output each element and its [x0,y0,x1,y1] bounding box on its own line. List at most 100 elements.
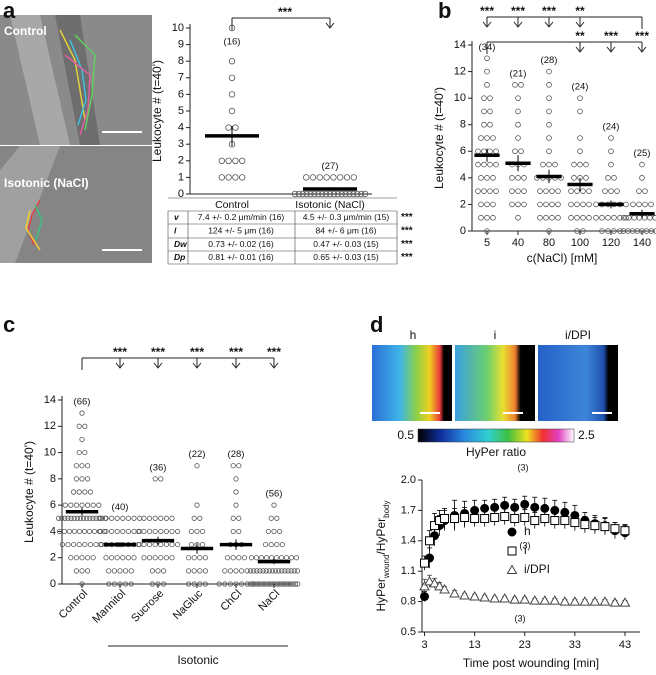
table-cell: 0.47 +/- 0.03 (15) [313,239,379,249]
data-point [490,135,496,141]
data-point [490,214,496,221]
data-point [487,161,493,168]
data-point [265,581,271,587]
data-point [274,541,280,548]
y-tick-label: 8 [50,473,56,485]
data-point [252,581,258,587]
marker [579,596,591,606]
y-tick-label: 10 [44,446,56,458]
x-tick-label: Sucrose [129,588,166,625]
y-axis-label-part: body [382,501,391,518]
data-point [268,541,274,548]
data-point [274,515,280,521]
marker [489,593,501,603]
x-tick-label: Control [215,199,249,211]
y-tick-label: 12 [454,65,466,77]
data-point [120,555,126,561]
panel-letter: b [438,0,451,23]
data-point [269,568,276,574]
data-point [295,190,303,198]
data-point [323,174,330,181]
marker [500,500,510,510]
data-point [509,188,515,194]
data-point [87,541,94,548]
data-point [111,581,118,587]
data-point [191,555,197,561]
data-point [605,175,611,181]
data-point [537,201,543,208]
data-point [546,68,552,75]
data-point [131,555,137,561]
data-point [258,555,265,561]
data-point [309,174,317,181]
data-point [574,228,580,234]
n-label: (28) [228,449,245,460]
n-label: (66) [74,397,91,408]
data-point [232,124,239,131]
y-tick-label: 0.5 [401,626,416,638]
y-tick-label: 8 [178,55,184,67]
y-tick-label: 1.4 [401,535,416,547]
sig-label: ** [575,4,585,18]
table-cell: 0.65 +/- 0.03 (15) [313,252,379,262]
data-point [68,502,74,508]
panel-letter: d [370,312,383,337]
data-point [549,201,555,208]
data-point [334,190,341,198]
y-tick-label: 0 [460,225,466,237]
data-point [515,214,521,221]
data-point [90,555,96,561]
data-point [475,161,481,168]
data-point [236,528,242,535]
data-point [59,541,66,548]
data-point [141,541,147,548]
y-tick-label: 6 [460,145,466,157]
data-point [225,174,232,181]
data-point [546,82,552,88]
data-point [543,201,549,208]
data-point [194,528,200,535]
track [69,39,87,126]
sig-arrowhead [544,21,554,28]
panel-letter: a [3,0,16,23]
data-point [280,581,286,587]
data-point [236,463,242,469]
data-point [85,476,91,482]
data-point [227,568,233,574]
track [59,29,86,121]
table-cell: 0.73 +/- 0.02 (16) [208,239,274,249]
data-point [97,528,104,535]
marker [560,516,570,526]
data-point [521,175,527,181]
data-point [158,528,164,535]
data-point [330,174,337,181]
marker [520,512,530,522]
marker [520,499,530,509]
data-point [109,528,115,535]
data-point [291,190,299,198]
data-point [549,214,555,221]
data-point [147,528,153,535]
data-point [238,174,246,181]
sig-label: *** [604,29,618,43]
data-point [599,228,605,234]
sig-arrowhead [192,362,202,369]
y-tick-label: 4 [460,172,466,184]
data-point [197,568,203,574]
table-cell: 4.5 +/- 0.3 μm/min (15) [303,212,390,222]
data-point [608,148,614,155]
sig-label: *** [635,29,649,43]
marker [440,514,450,524]
data-point [279,541,285,548]
image-texture [10,15,70,145]
data-point [287,581,293,587]
data-point [639,175,645,181]
data-point [518,148,524,155]
data-point [135,528,141,535]
data-point [279,568,285,574]
data-point [186,581,192,587]
data-point [87,515,93,521]
marker [500,511,510,521]
data-point [326,190,334,198]
